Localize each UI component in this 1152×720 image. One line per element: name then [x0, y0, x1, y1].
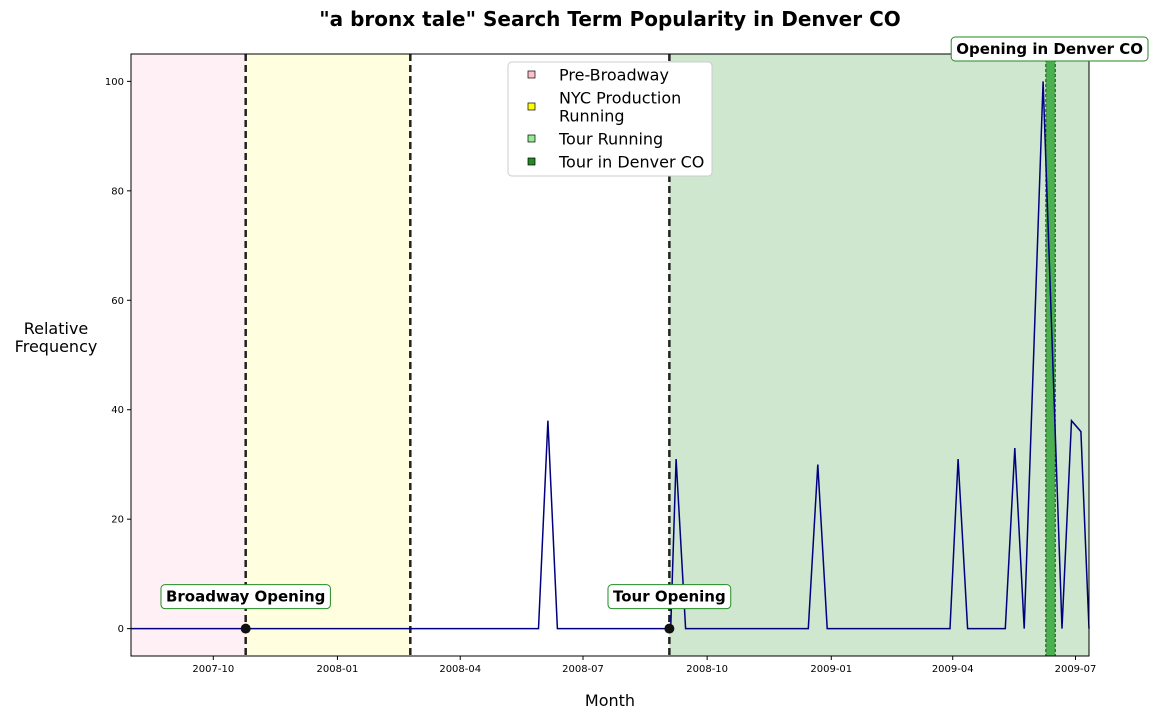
legend-swatch — [527, 102, 536, 111]
y-axis-label-line-1: Relative — [24, 319, 89, 338]
y-tick-label: 0 — [118, 624, 124, 635]
y-axis-ticks: 0 20 40 60 80 100 — [105, 77, 131, 635]
event-marker-dot — [240, 623, 251, 634]
x-tick-label: 2009-04 — [932, 664, 974, 675]
legend-label: Running — [559, 107, 625, 126]
x-tick-label: 2009-01 — [810, 664, 852, 675]
top-annotation-box — [950, 36, 1149, 62]
x-tick-label: 2008-07 — [562, 664, 604, 675]
x-axis-label: Month — [585, 691, 635, 710]
x-tick-label: 2007-10 — [192, 664, 234, 675]
legend-label: NYC Production — [559, 89, 681, 108]
x-tick-label: 2008-01 — [317, 664, 359, 675]
y-axis-label-line-2: Frequency — [15, 337, 98, 356]
event-markers — [240, 623, 675, 634]
event-annotation-box — [160, 584, 331, 610]
event-marker-dot — [664, 623, 675, 634]
top-annotation-label: Opening in Denver CO — [956, 40, 1143, 58]
series-layer — [131, 81, 1090, 630]
top-annotation: Opening in Denver CO — [950, 36, 1149, 62]
event-annotation: Broadway Opening — [160, 584, 331, 610]
legend-swatch — [527, 134, 536, 143]
event-annotation-box — [607, 584, 732, 610]
x-tick-label: 2008-04 — [439, 664, 481, 675]
series-line — [131, 81, 1090, 630]
x-tick-label: 2009-07 — [1055, 664, 1097, 675]
legend-swatch — [527, 157, 536, 166]
region-tour-running — [669, 54, 1089, 656]
y-tick-label: 40 — [111, 405, 124, 416]
y-tick-label: 100 — [105, 77, 124, 88]
legend-swatch — [527, 70, 536, 79]
annotations: Broadway Opening Tour Opening Opening in D… — [160, 36, 1149, 610]
legend-label: Pre-Broadway — [559, 66, 669, 85]
y-tick-label: 80 — [111, 186, 124, 197]
legend-box — [507, 61, 713, 177]
region-tour-denver — [1045, 54, 1056, 656]
legend-label: Tour Running — [558, 130, 663, 149]
y-tick-label: 20 — [111, 515, 124, 526]
x-tick-label: 2008-10 — [686, 664, 728, 675]
region-pre-broadway — [131, 54, 246, 656]
plot-frame — [130, 53, 1090, 657]
chart-title: "a bronx tale" Search Term Popularity in… — [319, 7, 901, 31]
x-axis-ticks: 2007-10 2008-01 2008-04 2008-07 2008-10 2009-… — [192, 656, 1096, 675]
event-annotation-label: Broadway Opening — [166, 588, 325, 606]
event-annotation: Tour Opening — [607, 584, 732, 610]
y-tick-label: 60 — [111, 296, 124, 307]
legend-label: Tour in Denver CO — [558, 153, 704, 172]
shaded-regions — [131, 54, 1089, 656]
event-annotation-label: Tour Opening — [613, 588, 726, 606]
region-nyc-running — [245, 54, 411, 656]
